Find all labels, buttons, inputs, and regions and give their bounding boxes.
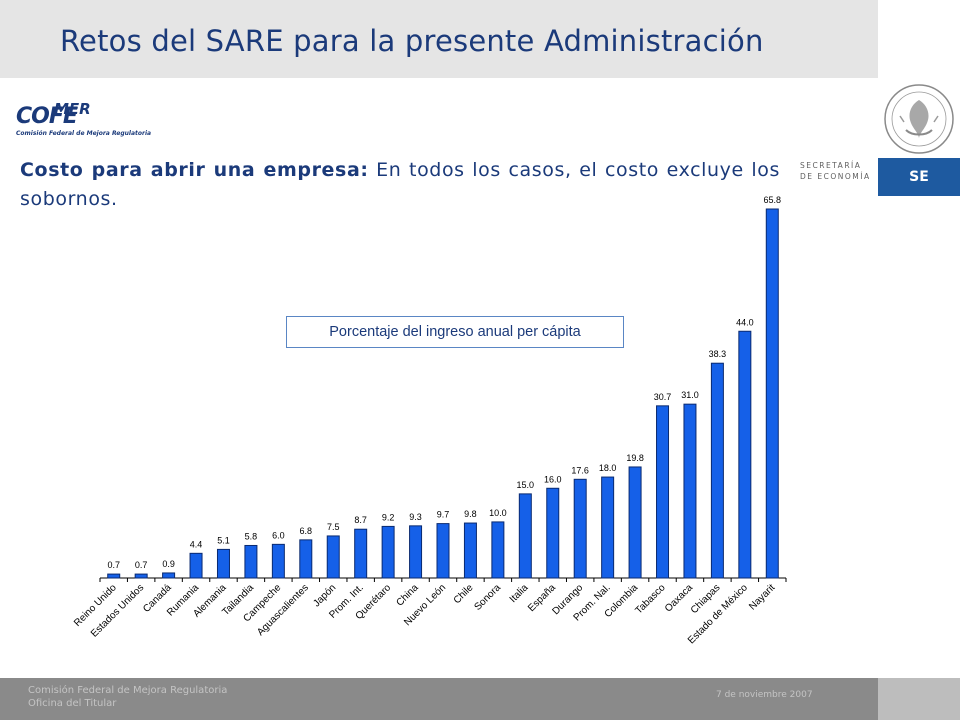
bar-value-label: 44.0 xyxy=(736,317,754,327)
bar xyxy=(271,543,285,579)
footer: Comisión Federal de Mejora Regulatoria O… xyxy=(0,678,878,720)
footer-org-line2: Oficina del Titular xyxy=(28,698,117,709)
bar xyxy=(628,466,642,579)
bar-value-label: 10.0 xyxy=(489,508,507,518)
bar-value-label: 19.8 xyxy=(626,453,644,463)
bar-value-label: 0.9 xyxy=(162,559,175,569)
bar xyxy=(244,544,258,579)
logo-sub-line1: Comisión Federal xyxy=(16,130,75,137)
page-title: Retos del SARE para la presente Administ… xyxy=(60,24,764,58)
bar xyxy=(107,573,121,579)
category-tick-label: Italia xyxy=(508,582,531,605)
bar xyxy=(326,535,340,579)
mexican-coat-of-arms-icon xyxy=(884,84,954,154)
category-tick-label: Chile xyxy=(452,582,476,606)
agency-line1: SECRETARÍA xyxy=(800,161,862,170)
bar-value-label: 6.8 xyxy=(300,526,313,536)
bar-value-label: 0.7 xyxy=(135,560,148,570)
bar xyxy=(601,476,615,579)
category-tick-label: Nayarit xyxy=(747,582,777,612)
bar-value-label: 8.7 xyxy=(354,515,367,525)
agency-name: SECRETARÍA DE ECONOMÍA xyxy=(800,160,870,182)
bar-value-label: 17.6 xyxy=(571,465,589,475)
bar-value-label: 15.0 xyxy=(517,480,535,490)
bar-value-label: 7.5 xyxy=(327,522,340,532)
bar-value-label: 9.2 xyxy=(382,512,395,522)
slide-subtitle: Costo para abrir una empresa: En todos l… xyxy=(20,156,780,214)
bar xyxy=(381,525,395,579)
bar-value-label: 5.1 xyxy=(217,535,230,545)
bar xyxy=(491,521,505,579)
bar xyxy=(189,552,203,579)
agency-line2: DE ECONOMÍA xyxy=(800,172,871,181)
bar xyxy=(546,487,560,579)
footer-right-block xyxy=(878,678,960,720)
bar-value-label: 18.0 xyxy=(599,463,617,473)
bar xyxy=(765,208,779,579)
logo-subtitle: Comisión Federal de Mejora Regulatoria xyxy=(16,130,151,137)
subtitle-rest: En todos los casos, el costo excluye los… xyxy=(20,159,781,210)
bar-value-label: 9.7 xyxy=(437,510,450,520)
bar-value-label: 9.3 xyxy=(409,512,422,522)
category-tick-label: Tabasco xyxy=(634,582,668,616)
category-tick-label: Aguascalientes xyxy=(255,582,311,638)
bar-value-label: 0.7 xyxy=(107,560,120,570)
title-bar: Retos del SARE para la presente Administ… xyxy=(0,0,878,78)
logo-sub-line2: de Mejora Regulatoria xyxy=(76,130,152,137)
bar-value-label: 31.0 xyxy=(681,390,699,400)
bar xyxy=(354,528,368,579)
logo-main: COFE xyxy=(16,104,78,129)
bar xyxy=(710,362,724,579)
logo-accent: MER xyxy=(54,100,91,118)
bar xyxy=(436,523,450,579)
bar-value-label: 4.4 xyxy=(190,539,203,549)
bar-value-label: 6.0 xyxy=(272,530,285,540)
bar-value-label: 16.0 xyxy=(544,474,562,484)
agency-badge: SE xyxy=(878,158,960,196)
bar xyxy=(518,493,532,579)
bar-value-label: 65.8 xyxy=(764,195,782,205)
bar-value-label: 38.3 xyxy=(709,349,727,359)
bar xyxy=(738,330,752,579)
footer-date: 7 de noviembre 2007 xyxy=(716,690,813,700)
bar xyxy=(573,478,587,579)
chart-legend: Porcentaje del ingreso anual per cápita xyxy=(286,316,624,348)
bar xyxy=(134,573,148,579)
subtitle-bold: Costo para abrir una empresa: xyxy=(20,159,369,181)
bar xyxy=(683,403,697,579)
bar xyxy=(299,539,313,579)
bar-value-label: 30.7 xyxy=(654,392,672,402)
bar-value-label: 9.8 xyxy=(464,509,477,519)
bar xyxy=(216,548,230,579)
bar-value-label: 5.8 xyxy=(245,531,258,541)
cofemer-logo: COFE MER Comisión Federal de Mejora Regu… xyxy=(16,100,151,142)
bar xyxy=(409,525,423,579)
bar xyxy=(656,405,670,579)
footer-org: Comisión Federal de Mejora Regulatoria O… xyxy=(28,684,227,710)
bar xyxy=(463,522,477,579)
footer-org-line1: Comisión Federal de Mejora Regulatoria xyxy=(28,685,228,696)
category-tick-label: Sonora xyxy=(472,582,503,613)
bar xyxy=(162,572,176,579)
